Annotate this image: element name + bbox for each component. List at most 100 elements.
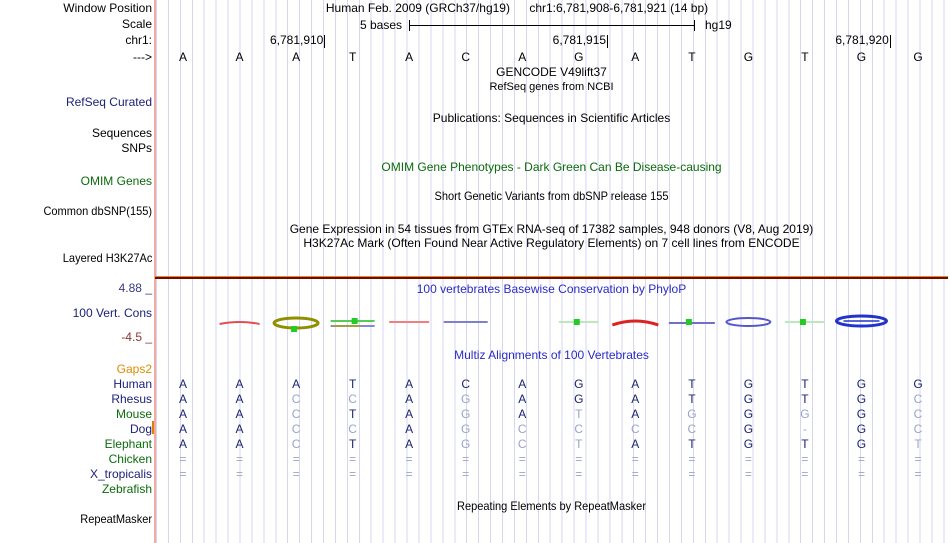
species-label-human[interactable]: Human — [113, 377, 152, 391]
track-title-repeatmasker[interactable]: Repeating Elements by RepeatMasker — [456, 499, 647, 513]
alignment-base: C — [348, 392, 357, 406]
alignment-base: G — [743, 392, 754, 406]
alignment-base: T — [801, 437, 809, 451]
track-title-gencode[interactable]: GENCODE V49lift37 — [496, 65, 607, 79]
alignment-base: = — [349, 467, 357, 481]
ruler-tick-mark — [324, 35, 326, 48]
genome-version-label: hg19 — [705, 18, 732, 32]
ruler-tick-mark — [607, 35, 609, 48]
conservation-wiggle-plot[interactable] — [155, 308, 948, 338]
track-title-publications[interactable]: Publications: Sequences in Scientific Ar… — [432, 111, 671, 125]
ruler-tick-label: 6,781,920 — [835, 33, 889, 47]
track-title-dbsnp[interactable]: Short Genetic Variants from dbSNP releas… — [434, 189, 669, 203]
reference-base: A — [235, 50, 244, 64]
position-range: chr1:6,781,908-6,781,921 (14 bp) — [529, 1, 709, 15]
alignment-base: - — [802, 422, 807, 436]
alignment-base: C — [913, 422, 923, 436]
track-title-omim[interactable]: OMIM Gene Phenotypes - Dark Green Can Be… — [381, 160, 722, 174]
alignment-base: = — [914, 452, 922, 466]
alignment-base: = — [631, 452, 639, 466]
alignment-base: C — [517, 437, 527, 451]
alignment-base: = — [688, 452, 696, 466]
reference-base: T — [688, 50, 696, 64]
alignment-base: G — [856, 422, 867, 436]
alignment-base: A — [178, 422, 187, 436]
reference-base: C — [461, 50, 471, 64]
track-label-100-vert-cons[interactable]: 100 Vert. Cons — [72, 306, 152, 320]
scale-bar-left-tick — [409, 20, 410, 31]
track-label-snps[interactable]: SNPs — [121, 141, 152, 155]
species-label-gaps2[interactable]: Gaps2 — [116, 362, 152, 376]
alignment-base: G — [856, 437, 867, 451]
reference-base: T — [348, 50, 357, 64]
alignment-base: = — [744, 467, 752, 481]
alignment-base: = — [292, 467, 300, 481]
track-title-h3k27ac[interactable]: H3K27Ac Mark (Often Found Near Active Re… — [303, 236, 800, 250]
alignment-base: C — [630, 422, 640, 436]
alignment-base: C — [291, 392, 301, 406]
base-position-gridlines — [156, 0, 948, 543]
alignment-base: A — [631, 437, 640, 451]
alignment-base: = — [801, 467, 809, 481]
reference-base: G — [574, 50, 584, 64]
alignment-base: G — [574, 392, 584, 406]
dog-row-orange-tick — [152, 421, 154, 434]
alignment-base: = — [349, 452, 357, 466]
track-label-sequences[interactable]: Sequences — [91, 126, 152, 140]
track-label-common-dbsnp[interactable]: Common dbSNP(155) — [43, 204, 152, 218]
track-label-repeatmasker[interactable]: RepeatMasker — [80, 512, 152, 526]
species-label-zebrafish[interactable]: Zebrafish — [101, 482, 152, 496]
alignment-base: = — [179, 452, 187, 466]
species-label-elephant[interactable]: Elephant — [104, 437, 152, 451]
h3k27ac-baseline-maroon — [155, 277, 948, 279]
reference-base: T — [801, 50, 809, 64]
track-title-multiz[interactable]: Multiz Alignments of 100 Vertebrates — [454, 348, 649, 362]
alignment-base: G — [913, 377, 923, 391]
track-title-refseq[interactable]: RefSeq genes from NCBI — [489, 81, 614, 93]
alignment-base: T — [801, 377, 809, 391]
alignment-base: G — [687, 407, 697, 421]
alignment-base: A — [178, 392, 187, 406]
strand-arrow[interactable]: ---> — [133, 50, 152, 64]
track-label-refseq-curated[interactable]: RefSeq Curated — [65, 95, 152, 109]
alignment-base: G — [574, 377, 584, 391]
species-label-dog[interactable]: Dog — [129, 422, 152, 436]
window-position-header: Human Feb. 2009 (GRCh37/hg19) chr1:6,781… — [155, 1, 879, 15]
alignment-base: A — [631, 407, 640, 421]
ruler-tick-label: 6,781,915 — [552, 33, 607, 47]
alignment-base: = — [857, 452, 865, 466]
alignment-base: G — [856, 392, 867, 406]
alignment-base: A — [235, 392, 244, 406]
species-label-rhesus[interactable]: Rhesus — [111, 392, 152, 406]
alignment-base: A — [405, 422, 414, 436]
conservation-max-value: 4.88 _ — [118, 281, 152, 295]
alignment-base: = — [236, 452, 244, 466]
species-label-x_tropicalis[interactable]: X_tropicalis — [89, 467, 152, 481]
alignment-base: = — [292, 452, 300, 466]
track-title-gtex[interactable]: Gene Expression in 54 tissues from GTEx … — [289, 222, 814, 236]
alignment-base: = — [236, 467, 244, 481]
alignment-base: C — [291, 437, 301, 451]
alignment-base: C — [291, 407, 301, 421]
alignment-base: C — [687, 422, 697, 436]
track-label-layered-h3k27ac[interactable]: Layered H3K27Ac — [62, 251, 152, 265]
alignment-base: T — [575, 437, 583, 451]
alignment-base: = — [631, 467, 639, 481]
alignment-base: A — [235, 407, 244, 421]
alignment-base: = — [914, 467, 922, 481]
species-label-mouse[interactable]: Mouse — [115, 407, 152, 421]
alignment-base: G — [856, 377, 867, 391]
alignment-base: = — [462, 467, 470, 481]
species-label-chicken[interactable]: Chicken — [108, 452, 152, 466]
alignment-base: A — [178, 437, 187, 451]
alignment-base: = — [575, 467, 583, 481]
alignment-base: T — [688, 437, 696, 451]
reference-base: A — [178, 50, 187, 64]
track-label-omim-genes[interactable]: OMIM Genes — [80, 174, 152, 188]
alignment-base: A — [631, 392, 640, 406]
alignment-base: G — [743, 377, 754, 391]
track-title-phylop[interactable]: 100 vertebrates Basewise Conservation by… — [416, 282, 687, 296]
alignment-base: = — [857, 467, 865, 481]
scale-bar-line — [410, 25, 695, 26]
alignment-base: T — [348, 407, 357, 421]
